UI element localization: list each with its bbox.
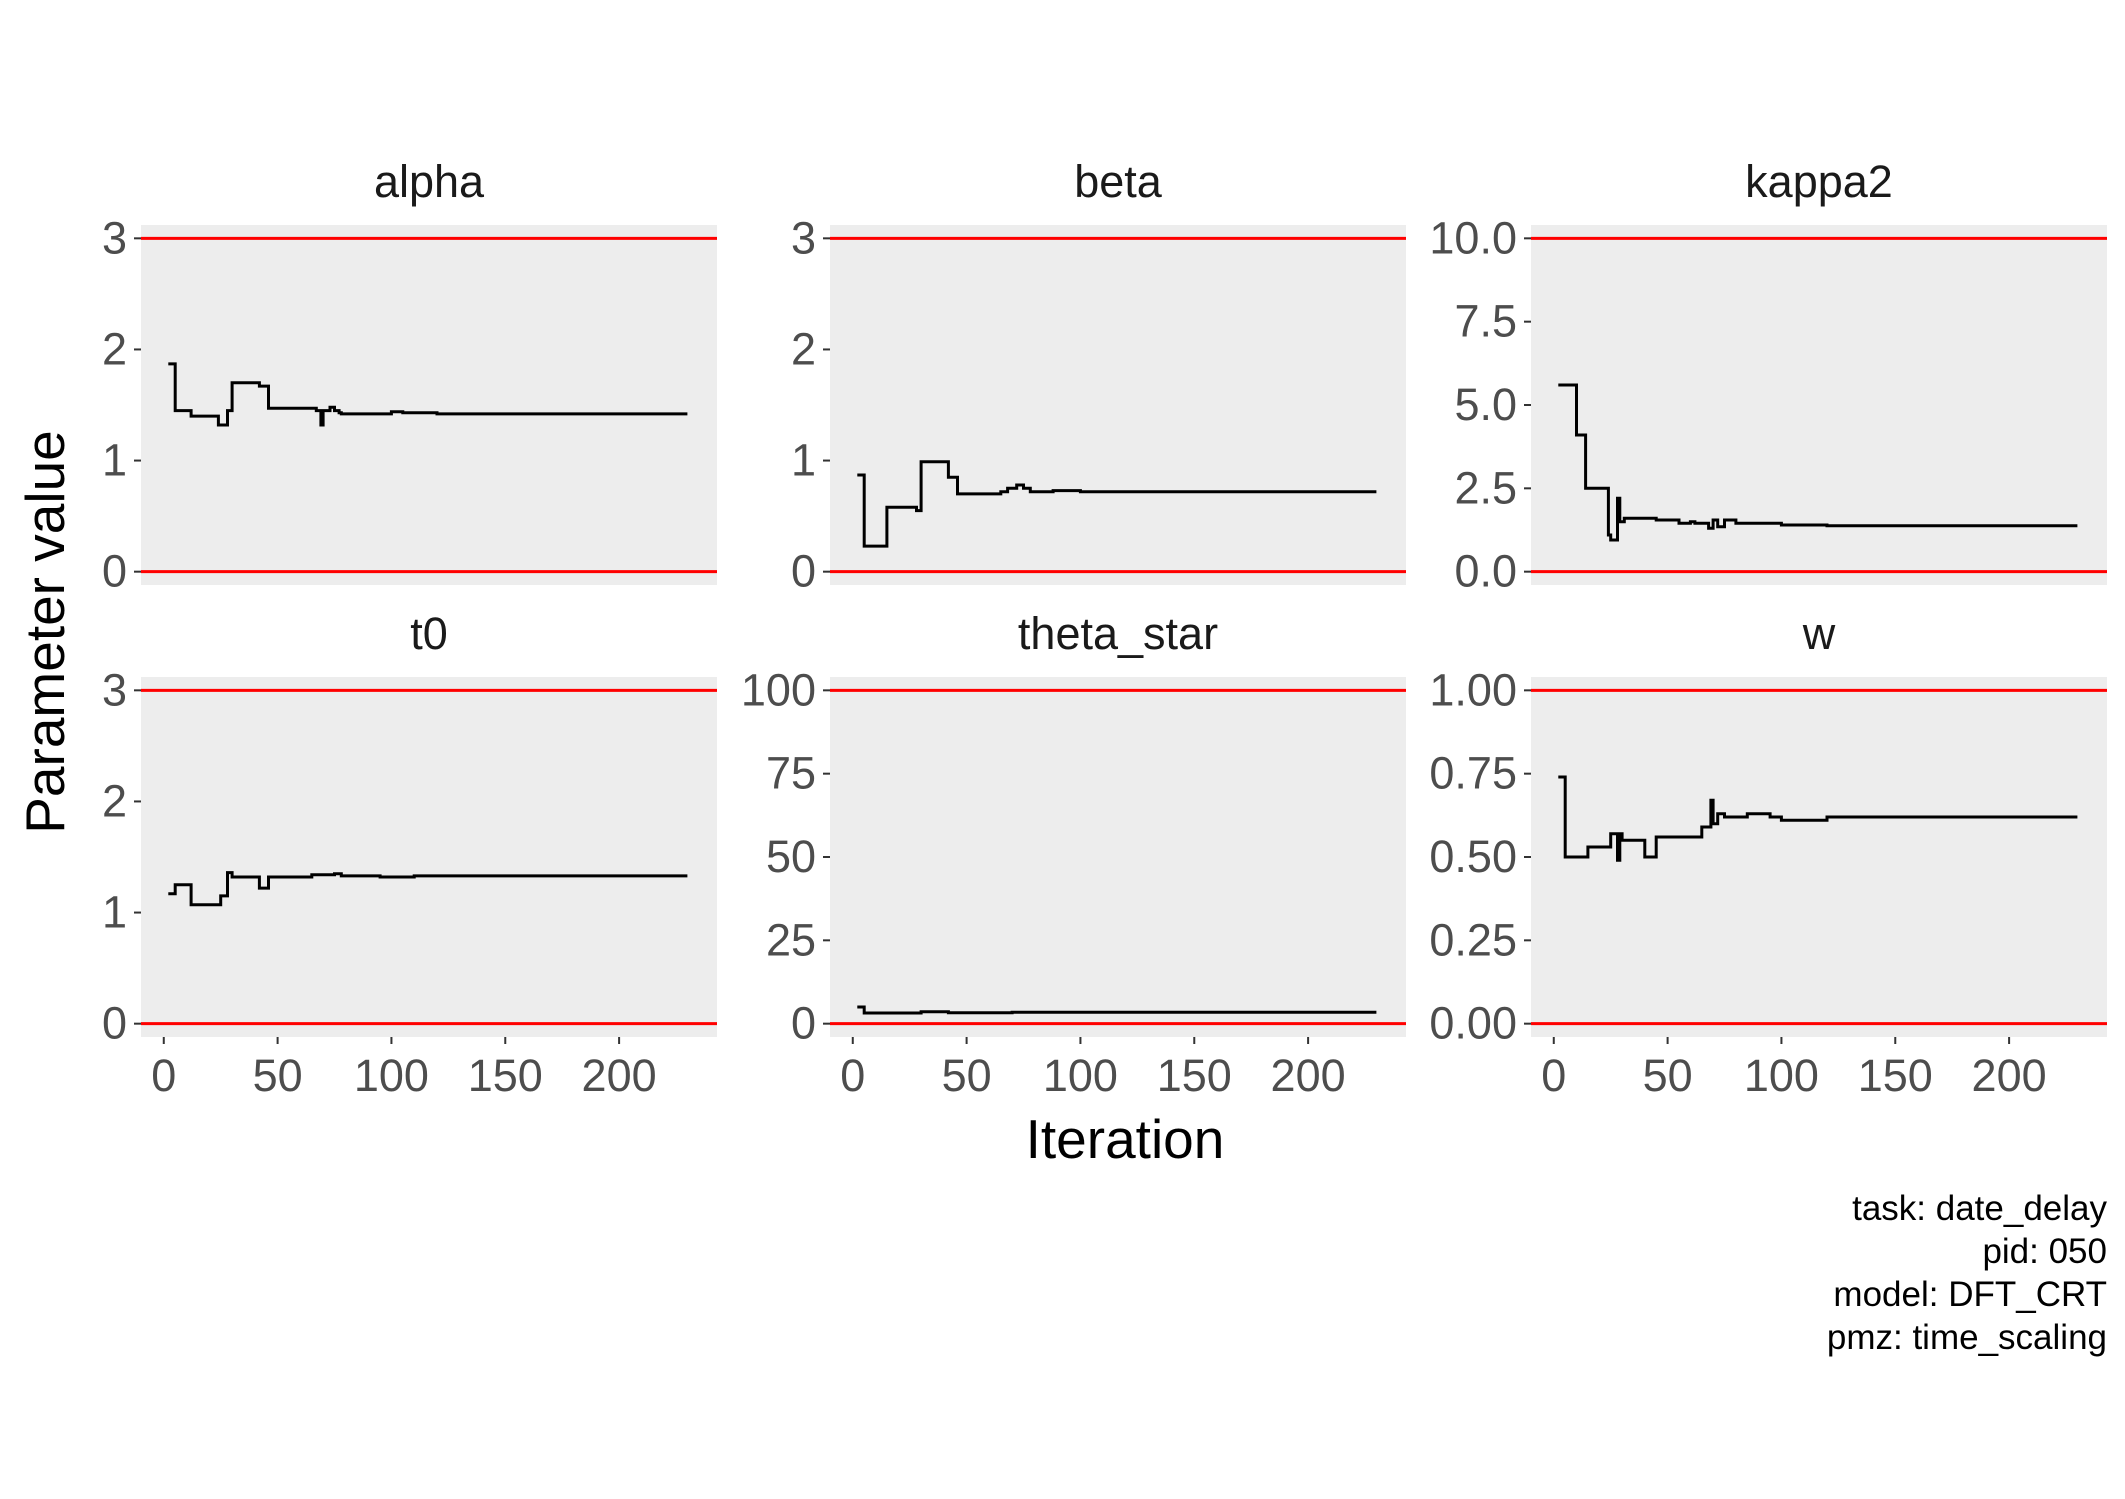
y-tick-label: 0.75 [1429,748,1517,799]
facet-panel-alpha: alpha 0 1 2 3 [102,156,717,597]
facet-panel-t0: t0 0 1 2 3 0 50 100 150 200 [102,608,717,1101]
y-tick-label: 0 [102,998,127,1049]
y-axis-title: Parameter value [14,430,76,834]
y-tick-label: 1 [102,887,127,938]
y-tick-label: 0 [102,546,127,597]
x-tick-label: 200 [582,1050,657,1101]
facet-panel-w: w 0.00 0.25 0.50 0.75 1.00 0 50 100 150 200 [1429,608,2107,1101]
y-tick-label: 3 [791,212,816,263]
x-tick-label: 0 [840,1050,865,1101]
facet-panel-kappa2: kappa2 0.0 2.5 5.0 7.5 10.0 [1429,156,2107,597]
y-tick-label: 2 [102,323,127,374]
x-tick-label: 0 [1541,1050,1566,1101]
y-tick-label: 3 [102,664,127,715]
trace-line-alpha [168,362,688,427]
trace-line-beta [857,460,1377,548]
y-tick-label: 1.00 [1429,664,1517,715]
x-tick-label: 50 [1643,1050,1693,1101]
x-tick-label: 50 [942,1050,992,1101]
y-tick-label: 1 [791,435,816,486]
y-tick-label: 5.0 [1454,379,1517,430]
trace-line-theta_star [857,1005,1377,1015]
y-tick-label: 0.50 [1429,831,1517,882]
x-tick-label: 150 [468,1050,543,1101]
y-tick-label: 75 [766,748,816,799]
x-tick-label: 100 [354,1050,429,1101]
x-tick-label: 150 [1157,1050,1232,1101]
panel-background [141,677,717,1037]
x-tick-label: 200 [1972,1050,2047,1101]
y-tick-label: 3 [102,212,127,263]
panel-background [830,677,1406,1037]
facet-title: w [1802,608,1836,659]
y-tick-label: 1 [102,435,127,486]
trace-line-kappa2 [1558,383,2078,542]
y-tick-label: 100 [741,664,816,715]
caption-block: task: date_delay pid: 050 model: DFT_CRTpm… [1827,1189,2108,1357]
caption-line: model: DFT_CRT [1833,1275,2107,1314]
facet-panel-beta: beta 0 1 2 3 [791,156,1406,597]
y-tick-label: 10.0 [1429,212,1517,263]
facet-title: beta [1074,156,1163,207]
panel-background [1531,677,2107,1037]
facet-panel-theta_star: theta_star 0 25 50 75 100 0 50 100 150 200 [741,608,1406,1101]
trace-line-t0 [168,871,688,907]
y-tick-label: 0.00 [1429,998,1517,1049]
y-tick-label: 2 [791,323,816,374]
panel-background [141,225,717,585]
y-tick-label: 0 [791,998,816,1049]
x-tick-label: 100 [1744,1050,1819,1101]
panels-layer: alpha 0 1 2 3 beta 0 1 2 3 kappa2 0.0 2.5 5.0 7.5 10.0 t… [102,156,2107,1101]
y-tick-label: 2.5 [1454,462,1517,513]
caption-line: pid: 050 [1982,1232,2107,1271]
y-tick-label: 7.5 [1454,296,1517,347]
trace-line-w [1558,775,2078,862]
y-tick-label: 50 [766,831,816,882]
y-tick-label: 2 [102,775,127,826]
x-tick-label: 0 [151,1050,176,1101]
y-tick-label: 25 [766,914,816,965]
x-tick-label: 200 [1271,1050,1346,1101]
x-tick-label: 150 [1858,1050,1933,1101]
facet-title: kappa2 [1745,156,1893,207]
facet-title: t0 [410,608,448,659]
x-tick-label: 100 [1043,1050,1118,1101]
facet-title: theta_star [1018,608,1218,659]
y-tick-label: 0.25 [1429,914,1517,965]
x-tick-label: 50 [253,1050,303,1101]
y-tick-label: 0.0 [1454,546,1517,597]
facet-title: alpha [374,156,485,207]
panel-background [830,225,1406,585]
caption-line: pmz: time_scaling [1827,1318,2107,1357]
x-axis-title: Iteration [1026,1108,1225,1170]
caption-line: task: date_delay [1852,1189,2107,1228]
y-tick-label: 0 [791,546,816,597]
